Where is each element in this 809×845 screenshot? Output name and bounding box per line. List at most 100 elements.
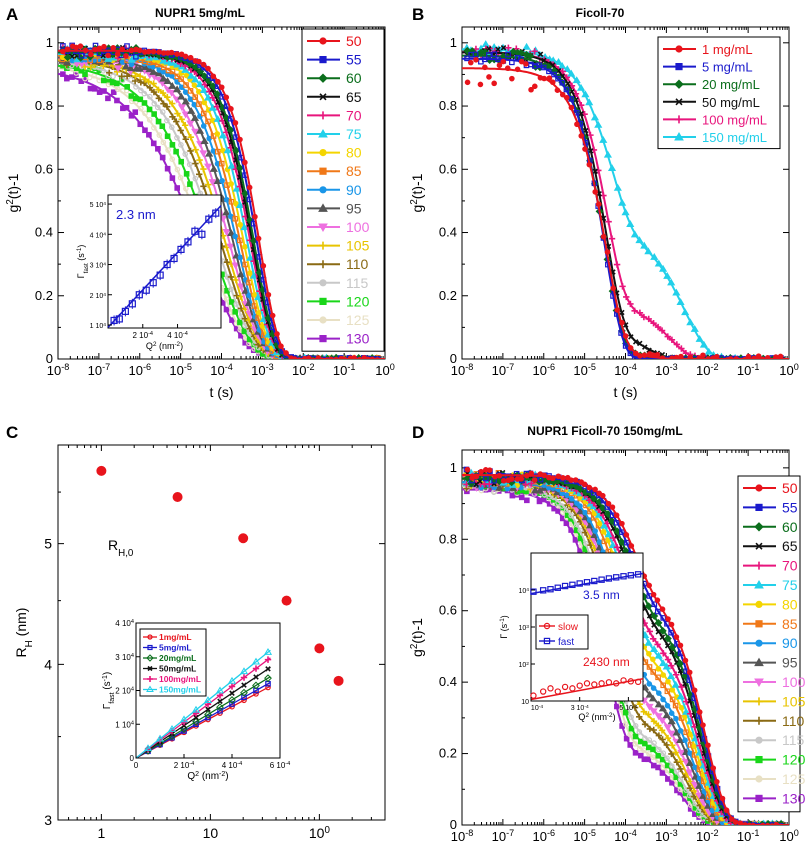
panel-b-data-point bbox=[567, 69, 576, 77]
panel-b-data-point bbox=[549, 79, 556, 86]
panel-a-legend-label: 80 bbox=[346, 145, 362, 161]
panel-a-data-point bbox=[218, 160, 225, 167]
panel-d-data-point bbox=[664, 688, 671, 695]
panel-a-data-point bbox=[159, 154, 166, 161]
panel-a-data-point bbox=[192, 146, 199, 153]
panel-d-data-point bbox=[646, 650, 652, 657]
panel-d-data-point bbox=[581, 481, 588, 488]
panel-d-legend-marker bbox=[754, 678, 764, 688]
panel-b-x-tick-label: 10-1 bbox=[737, 362, 760, 378]
panel-c-inset-point bbox=[239, 667, 249, 675]
panel-a-data-point bbox=[187, 181, 193, 187]
panel-a-data-point bbox=[222, 208, 231, 216]
panel-d-data-point bbox=[671, 680, 680, 688]
panel-a-data-point bbox=[246, 292, 252, 299]
panel-d-data-point bbox=[654, 713, 663, 721]
panel-d-data-point bbox=[564, 512, 571, 519]
panel-b-data-point bbox=[473, 56, 479, 63]
panel-a-data-point bbox=[255, 235, 262, 242]
panel-b-data-point bbox=[669, 355, 675, 359]
panel-a-y-tick-label: 1 bbox=[46, 35, 53, 50]
panel-a-data-point bbox=[242, 159, 248, 166]
panel-a-legend-label: 85 bbox=[346, 163, 362, 179]
panel-b-legend-marker bbox=[675, 115, 683, 124]
panel-a-data-point bbox=[223, 146, 232, 154]
panel-a-data-point bbox=[177, 92, 186, 100]
panel-d-data-point bbox=[756, 823, 762, 825]
panel-a-data-point bbox=[341, 356, 348, 359]
panel-d-y-tick-label: 0.2 bbox=[439, 746, 457, 761]
panel-d-series-markers-50 bbox=[464, 466, 784, 825]
panel-a-data-point bbox=[150, 88, 158, 96]
panel-a-data-point bbox=[223, 259, 231, 266]
panel-d-data-point bbox=[646, 582, 652, 589]
panel-b-data-point bbox=[733, 356, 740, 359]
panel-c-inset-point bbox=[251, 657, 261, 665]
panel-b-data-point bbox=[664, 356, 671, 359]
panel-b-data-point bbox=[642, 344, 648, 350]
panel-d-data-point bbox=[589, 494, 598, 503]
panel-a-inset-point bbox=[170, 254, 178, 263]
panel-d-legend-label: 90 bbox=[782, 635, 798, 651]
panel-c-inset-legend-label: 100mg/mL bbox=[159, 674, 201, 684]
panel-d-data-point bbox=[568, 527, 574, 533]
panel-c-inset-point bbox=[227, 676, 237, 684]
panel-b-data-point bbox=[777, 353, 784, 359]
panel-a-data-point bbox=[177, 174, 184, 181]
panel-c-inset-point bbox=[167, 724, 177, 732]
panel-a-data-point bbox=[155, 95, 163, 102]
panel-d-legend-marker bbox=[754, 657, 764, 667]
panel-d-data-point bbox=[576, 507, 585, 515]
panel-b-data-point bbox=[628, 334, 634, 340]
panel-a-data-point bbox=[256, 309, 262, 316]
panel-c-inset-legend-label: 5mg/mL bbox=[159, 643, 192, 653]
panel-a-data-point bbox=[227, 229, 236, 236]
panel-d-inset-point-slow bbox=[554, 688, 561, 695]
panel-a-data-point bbox=[236, 283, 246, 291]
panel-a-data-point bbox=[63, 53, 72, 62]
panel-c-inset-point bbox=[265, 684, 271, 691]
panel-c-inset-point bbox=[155, 734, 165, 742]
panel-d-data-point bbox=[664, 656, 672, 663]
panel-d-data-point bbox=[650, 754, 656, 760]
panel-b-x-tick-label: 10-6 bbox=[532, 362, 555, 378]
panel-d-data-point bbox=[660, 615, 667, 621]
panel-d-legend-label: 75 bbox=[782, 577, 798, 593]
panel-a-legend-marker bbox=[318, 203, 328, 212]
panel-d-data-point bbox=[651, 740, 657, 746]
panel-d-data-point bbox=[617, 538, 626, 546]
panel-b-title: Ficoll-70 bbox=[576, 6, 625, 20]
panel-d-data-point bbox=[577, 503, 583, 509]
panel-d-data-point bbox=[645, 690, 654, 698]
panel-d-data-point bbox=[685, 769, 694, 777]
panel-a-inset-y-tick-label: 5 104 bbox=[90, 201, 107, 210]
panel-d-data-point bbox=[640, 747, 647, 753]
panel-a-data-point bbox=[150, 140, 157, 147]
panel-a-data-point bbox=[155, 86, 162, 94]
panel-a-data-point bbox=[174, 51, 180, 57]
panel-b-legend-label: 50 mg/mL bbox=[702, 95, 760, 110]
panel-d-data-point bbox=[654, 641, 661, 648]
panel-a-data-point bbox=[278, 343, 284, 349]
panel-a-data-point bbox=[146, 84, 154, 91]
panel-a-data-point bbox=[209, 165, 218, 172]
panel-a-data-point bbox=[64, 75, 70, 82]
panel-a-legend-label: 105 bbox=[346, 238, 370, 254]
panel-a-data-point bbox=[150, 80, 157, 87]
panel-d-inset-y-tick-label: 10 bbox=[521, 699, 529, 706]
panel-c-data-point bbox=[96, 465, 107, 476]
panel-b-data-point bbox=[599, 135, 608, 143]
panel-d-data-point bbox=[645, 756, 652, 763]
panel-a-data-point bbox=[123, 72, 131, 80]
panel-d-inset-y-label: Γ (s-1) bbox=[499, 615, 510, 639]
panel-d-data-point bbox=[673, 634, 680, 640]
panel-a-data-point bbox=[146, 131, 152, 138]
panel-d-data-point bbox=[664, 734, 672, 742]
panel-c-inset-y-tick-label: 2 104 bbox=[115, 687, 134, 696]
panel-a-data-point bbox=[227, 213, 234, 220]
panel-a-series-markers-50 bbox=[60, 43, 381, 359]
panel-b-data-point bbox=[486, 45, 492, 52]
panel-b-data-point bbox=[595, 201, 602, 207]
panel-d-data-point bbox=[564, 492, 571, 499]
panel-c-inset-legend-label: 150mg/mL bbox=[159, 685, 201, 695]
